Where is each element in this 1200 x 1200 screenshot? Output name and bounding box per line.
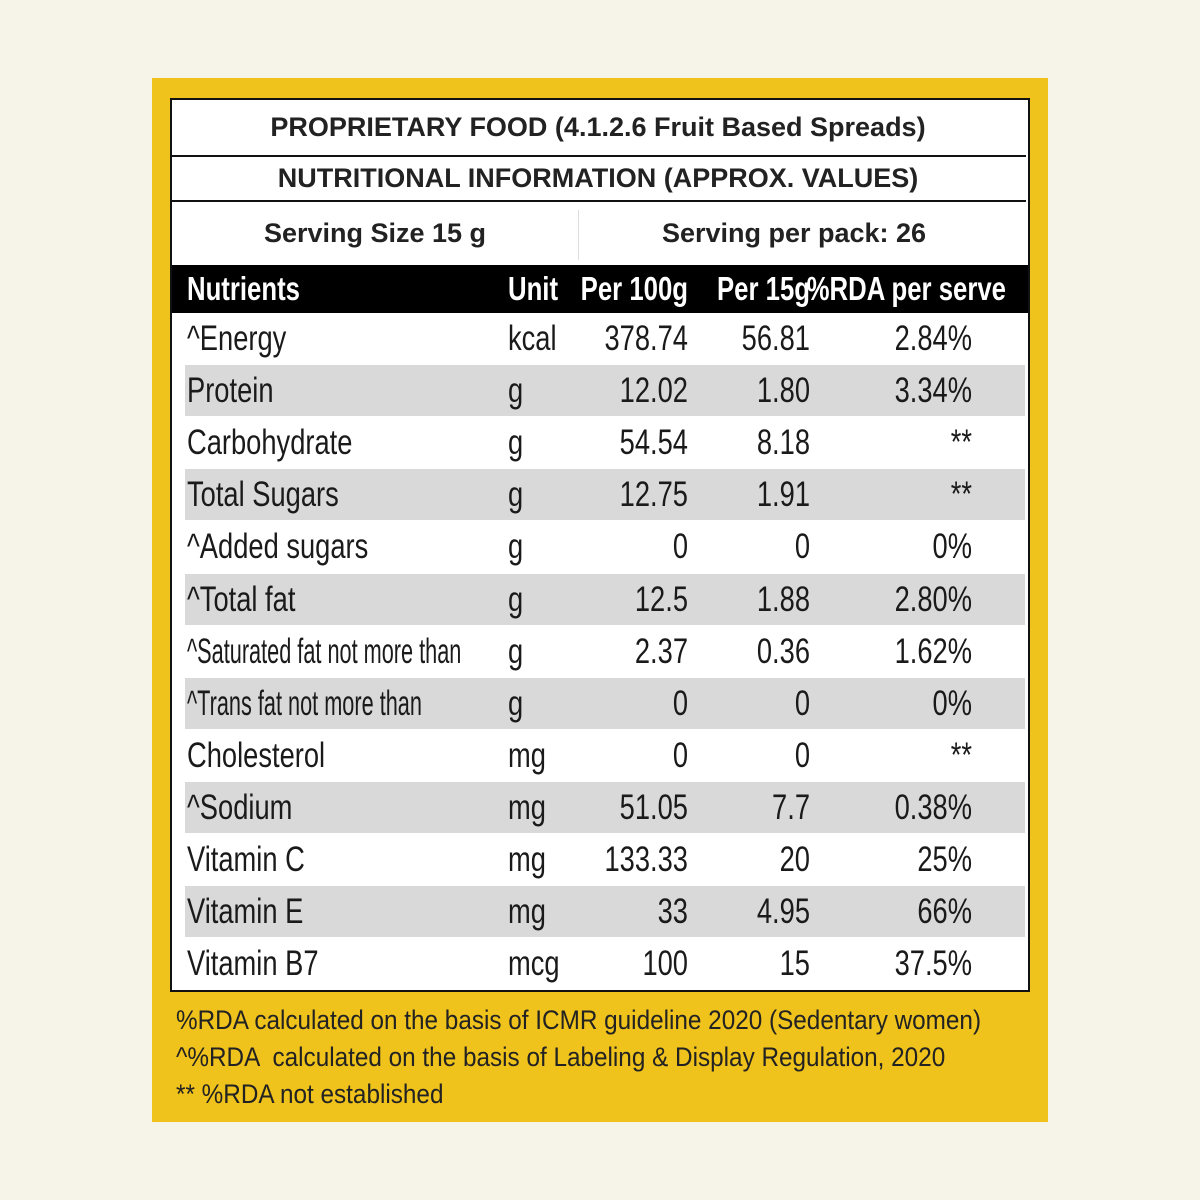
rda-cell: 25%	[917, 840, 972, 879]
per-100g-cell: 12.75	[619, 475, 688, 515]
unit-cell: g	[508, 579, 524, 619]
unit-cell: mcg	[508, 944, 560, 984]
unit-cell: kcal	[508, 319, 557, 358]
column-header: Per 15g	[716, 270, 810, 307]
row-band	[185, 365, 1025, 417]
nutrient-cell: Carbohydrate	[187, 423, 353, 463]
nutrient-cell: ^Added sugars	[187, 527, 369, 567]
per-100g-cell: 0	[672, 527, 688, 567]
rda-cell: 0%	[932, 683, 972, 723]
rda-cell: 3.34%	[894, 371, 972, 411]
unit-cell: g	[508, 683, 524, 723]
per-100g-cell: 2.37	[634, 631, 688, 671]
per-15g-cell: 7.7	[772, 787, 810, 827]
per-15g-cell: 0	[794, 735, 810, 775]
per-100g-cell: 12.5	[634, 579, 688, 619]
unit-cell: mg	[508, 892, 546, 932]
subtitle: NUTRITIONAL INFORMATION (APPROX. VALUES)	[170, 157, 1026, 202]
nutrient-cell: ^Trans fat not more than	[187, 683, 422, 723]
per-15g-cell: 20	[779, 840, 810, 879]
rda-cell: 2.84%	[894, 319, 972, 358]
nutrient-cell: ^Total fat	[187, 579, 296, 619]
per-15g-cell: 0.36	[756, 631, 810, 671]
footnote: %RDA calculated on the basis of ICMR gui…	[176, 1005, 982, 1035]
rda-cell: **	[950, 423, 972, 463]
servings-per-pack: Serving per pack: 26	[661, 218, 927, 248]
per-100g-cell: 378.74	[604, 319, 688, 358]
per-100g-cell: 54.54	[619, 423, 688, 463]
nutrient-cell: ^Saturated fat not more than	[187, 631, 462, 671]
rda-cell: 1.62%	[894, 631, 972, 671]
per-100g-cell: 133.33	[604, 840, 688, 879]
unit-cell: g	[508, 631, 524, 671]
unit-cell: mg	[508, 840, 546, 879]
per-15g-cell: 0	[794, 683, 810, 723]
per-100g-cell: 0	[672, 735, 688, 775]
footnote: ** %RDA not established	[176, 1079, 444, 1109]
table-panel	[170, 98, 1030, 992]
nutrient-cell: Protein	[187, 371, 274, 411]
per-15g-cell: 4.95	[756, 892, 810, 932]
per-100g-cell: 0	[672, 683, 688, 723]
title: PROPRIETARY FOOD (4.1.2.6 Fruit Based Sp…	[170, 100, 1026, 157]
column-header: %RDA per serve	[806, 270, 1006, 307]
column-header: Per 100g	[580, 270, 688, 307]
per-15g-cell: 1.91	[756, 475, 810, 515]
per-15g-cell: 8.18	[756, 423, 810, 463]
nutrient-cell: Cholesterol	[187, 735, 326, 775]
divider	[578, 210, 579, 260]
unit-cell: mg	[508, 787, 546, 827]
unit-cell: g	[508, 527, 524, 567]
nutrient-cell: Vitamin C	[187, 840, 305, 879]
row-band	[185, 677, 1025, 729]
per-100g-cell: 51.05	[619, 787, 688, 827]
per-15g-cell: 1.80	[756, 371, 810, 411]
nutrient-cell: ^Energy	[187, 319, 287, 358]
rda-cell: 0.38%	[894, 787, 972, 827]
row-band	[185, 573, 1025, 625]
unit-cell: mg	[508, 735, 546, 775]
rda-cell: 66%	[917, 892, 972, 932]
nutrient-cell: Vitamin B7	[187, 944, 319, 984]
per-100g-cell: 33	[657, 892, 688, 932]
unit-cell: g	[508, 423, 524, 463]
rda-cell: **	[950, 735, 972, 775]
per-15g-cell: 0	[794, 527, 810, 567]
row-band	[185, 886, 1025, 938]
per-15g-cell: 56.81	[741, 319, 810, 358]
unit-cell: g	[508, 371, 524, 411]
column-header: Nutrients	[187, 270, 300, 307]
per-100g-cell: 100	[642, 944, 688, 984]
rda-cell: 0%	[932, 527, 972, 567]
row-band	[185, 781, 1025, 833]
per-15g-cell: 1.88	[756, 579, 810, 619]
nutrient-cell: ^Sodium	[187, 787, 293, 827]
row-band	[185, 469, 1025, 521]
nutrient-cell: Vitamin E	[187, 892, 304, 932]
column-header: Unit	[508, 270, 559, 307]
rda-cell: **	[950, 475, 972, 515]
footnote: ^%RDA calculated on the basis of Labelin…	[176, 1042, 946, 1072]
per-15g-cell: 15	[779, 944, 810, 984]
rda-cell: 2.80%	[894, 579, 972, 619]
header-band	[172, 265, 1028, 313]
nutrient-cell: Total Sugars	[187, 475, 339, 515]
per-100g-cell: 12.02	[619, 371, 688, 411]
serving-size: Serving Size 15 g	[263, 218, 487, 248]
rda-cell: 37.5%	[894, 944, 972, 984]
unit-cell: g	[508, 475, 524, 515]
